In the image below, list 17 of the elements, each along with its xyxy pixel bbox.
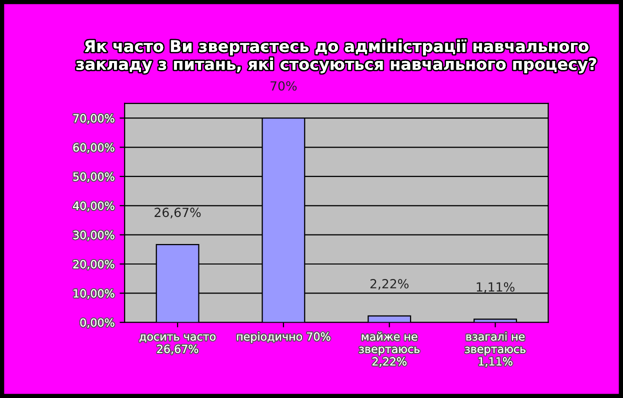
x-tick-label: періодично 70% (237, 332, 330, 343)
data-label: 70% (270, 81, 297, 91)
y-tick-label: 60,00% (73, 143, 114, 153)
x-tick-label: досить часто 26,67% (140, 334, 216, 354)
y-tick-label: 0,00% (80, 318, 114, 328)
data-label: 1,11% (476, 282, 514, 293)
y-tick-label: 70,00% (73, 114, 114, 124)
chart-title: Як часто Ви звертаєтесь до адміністрації навчального закладу з питань, які стосуються навчального процесу? (76, 40, 596, 74)
data-label: 26,67% (154, 208, 201, 218)
y-tick-label: 20,00% (73, 260, 114, 270)
y-tick-label: 50,00% (73, 172, 114, 182)
x-tick-label: взагалі не звертаюсь 1,11% (465, 332, 526, 367)
data-label: 2,22% (370, 279, 409, 290)
y-tick-label: 40,00% (73, 202, 114, 212)
y-tick-label: 10,00% (74, 289, 114, 299)
x-tick-label: майже не звертаюсь 2,22% (359, 332, 420, 367)
y-tick-label: 30,00% (73, 230, 114, 240)
